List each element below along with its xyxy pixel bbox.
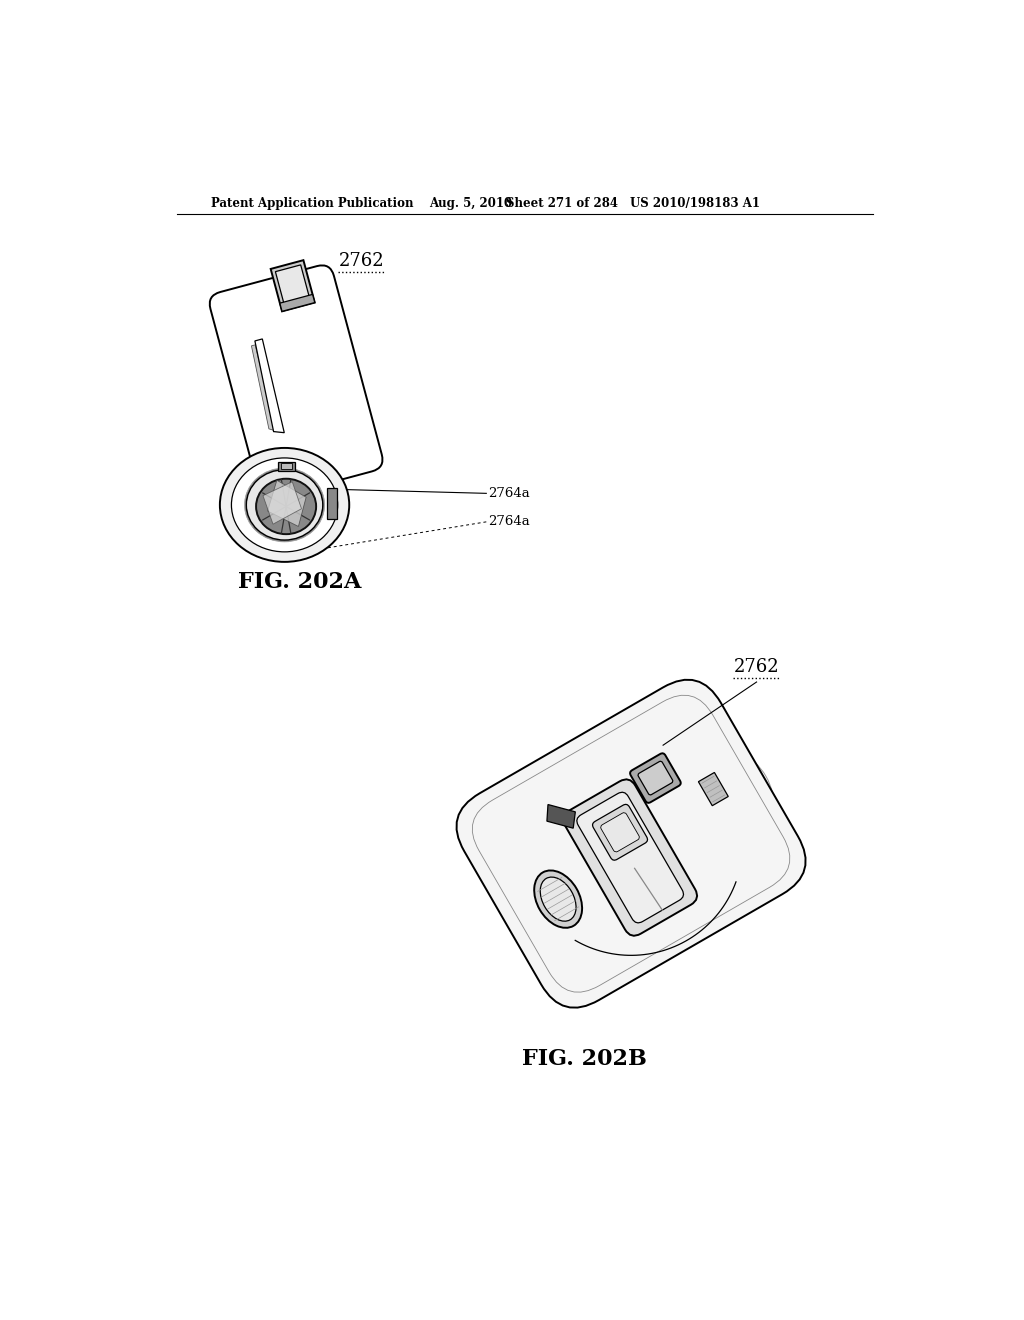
- Polygon shape: [282, 463, 292, 470]
- Polygon shape: [252, 345, 275, 430]
- Text: 2762: 2762: [339, 252, 384, 271]
- Ellipse shape: [541, 876, 577, 921]
- Text: 2762: 2762: [734, 657, 779, 676]
- Text: Sheet 271 of 284: Sheet 271 of 284: [506, 197, 618, 210]
- FancyBboxPatch shape: [638, 762, 673, 795]
- Ellipse shape: [231, 458, 338, 552]
- FancyBboxPatch shape: [563, 779, 697, 936]
- FancyBboxPatch shape: [577, 792, 684, 923]
- FancyBboxPatch shape: [210, 265, 383, 498]
- Text: Patent Application Publication: Patent Application Publication: [211, 197, 414, 210]
- Text: US 2010/198183 A1: US 2010/198183 A1: [630, 197, 760, 210]
- Ellipse shape: [246, 470, 323, 540]
- FancyBboxPatch shape: [457, 680, 806, 1007]
- FancyBboxPatch shape: [630, 754, 681, 803]
- Polygon shape: [275, 265, 310, 306]
- Polygon shape: [279, 462, 295, 471]
- Polygon shape: [698, 772, 728, 805]
- Ellipse shape: [535, 870, 582, 928]
- Polygon shape: [327, 488, 337, 519]
- Polygon shape: [280, 294, 314, 312]
- Text: Aug. 5, 2010: Aug. 5, 2010: [429, 197, 512, 210]
- FancyBboxPatch shape: [593, 804, 647, 861]
- Polygon shape: [255, 339, 285, 433]
- Text: 2764a: 2764a: [488, 515, 530, 528]
- Text: FIG. 202A: FIG. 202A: [239, 572, 361, 593]
- Ellipse shape: [256, 479, 316, 535]
- Polygon shape: [547, 804, 575, 828]
- Polygon shape: [270, 260, 314, 312]
- Polygon shape: [263, 482, 301, 524]
- Text: FIG. 202B: FIG. 202B: [522, 1048, 647, 1071]
- Text: 2764a: 2764a: [488, 487, 530, 500]
- Polygon shape: [267, 480, 306, 527]
- Ellipse shape: [220, 447, 349, 562]
- FancyBboxPatch shape: [601, 813, 639, 851]
